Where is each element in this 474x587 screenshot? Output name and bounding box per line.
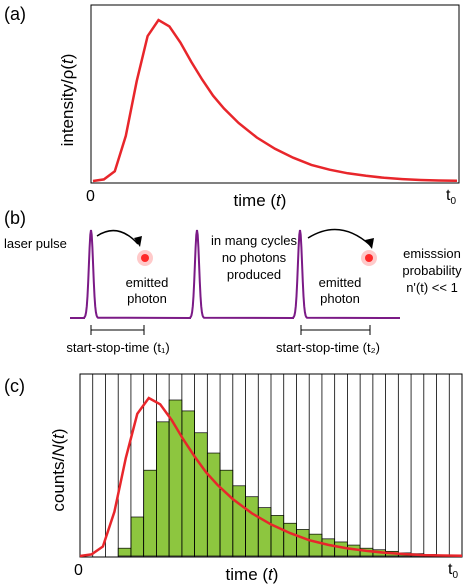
laser-pulse-label: laser pulse <box>4 236 67 251</box>
panel-a: (a) intensity/ρ(t) 0 time (t) t0 <box>4 4 460 210</box>
histogram-bar <box>206 452 221 557</box>
panel-c-t0: t0 <box>448 561 458 581</box>
panel-a-label: (a) <box>4 4 26 24</box>
photon-dot-1 <box>141 254 149 262</box>
histogram-bar <box>130 516 145 557</box>
histogram-bar <box>257 507 272 557</box>
photon-dot-2 <box>365 254 373 262</box>
start-stop-time-1: start-stop-time (t₁) <box>66 340 169 355</box>
panel-c-xlabel: time (t) <box>226 565 279 584</box>
start-stop-time-2: start-stop-time (t₂) <box>276 340 380 355</box>
panel-c-fit-curve <box>79 396 463 558</box>
histogram-bar <box>168 399 183 557</box>
panel-c-frame <box>79 373 463 558</box>
emission-arrow-2 <box>307 228 371 246</box>
panel-a-t0: t0 <box>446 187 456 207</box>
histogram-bar <box>321 538 336 557</box>
photon-glow-2 <box>361 250 377 266</box>
cycles-text-line1: in mang cycles <box>211 233 297 248</box>
emitted-photon-2-line2: photon <box>320 291 360 306</box>
emitted-photon-1-line2: photon <box>127 291 167 306</box>
emitted-photon-2-line1: emitted <box>319 275 362 290</box>
emission-arrowhead-2 <box>365 238 374 249</box>
emission-arrowhead-1 <box>134 236 142 247</box>
panel-a-frame <box>90 4 460 184</box>
laser-pulse-train <box>70 229 401 320</box>
histogram-bar <box>156 421 170 557</box>
start-stop-measure-2 <box>300 325 371 335</box>
panel-a-decay-curve <box>92 18 458 183</box>
histogram-bar <box>245 496 259 557</box>
histogram-bar <box>117 547 132 557</box>
panel-a-xlabel: time (t) <box>234 191 287 210</box>
panel-c: (c) counts/N(t) 0 time (t) t0 <box>4 373 463 584</box>
histogram-bar <box>219 469 234 557</box>
panel-c-ylabel: counts/N(t) <box>49 428 68 511</box>
photon-glow-1 <box>137 250 153 266</box>
histogram-bar <box>308 533 323 557</box>
histogram-bar <box>181 410 195 557</box>
histogram-bar <box>194 432 208 557</box>
histogram-bar <box>296 529 310 557</box>
panel-a-origin: 0 <box>86 188 95 205</box>
panel-a-ylabel: intensity/ρ(t) <box>58 54 77 147</box>
panel-c-label: (c) <box>4 376 25 396</box>
histogram-bar <box>270 515 285 557</box>
panel-b-label: (b) <box>4 208 26 228</box>
emission-arrow-1 <box>96 229 139 245</box>
emitted-photon-1-line1: emitted <box>126 275 169 290</box>
panel-b: (b) laser pulse emitted photon in mang c… <box>4 208 462 355</box>
histogram-bar <box>143 469 157 557</box>
histogram-bar <box>232 485 246 557</box>
probability-line1: emisssion <box>403 246 461 261</box>
panel-c-origin: 0 <box>74 562 83 579</box>
probability-line3: n'(t) << 1 <box>406 280 458 295</box>
histogram-bar <box>283 522 297 557</box>
cycles-text-line3: produced <box>227 267 281 282</box>
start-stop-measure-1 <box>90 325 145 335</box>
probability-line2: probability <box>402 263 462 278</box>
cycles-text-line2: no photons <box>222 250 287 265</box>
